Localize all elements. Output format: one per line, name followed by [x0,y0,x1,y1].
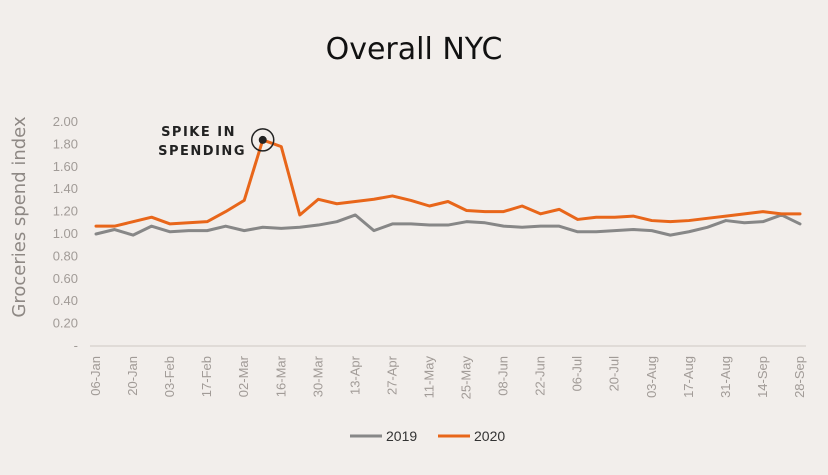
x-tick-label: 25-May [459,356,474,400]
series-line-2020 [94,138,802,228]
x-tick-label: 11-May [421,356,436,399]
x-tick-label: 20-Jul [607,356,622,392]
y-tick-label: 0.40 [53,293,78,308]
x-tick-label: 30-Mar [310,355,325,397]
y-tick-label: 0.20 [53,316,78,331]
y-tick-label: 0.60 [53,271,78,286]
chart-title: Overall NYC [325,32,503,67]
y-tick-label: 1.00 [53,226,78,241]
x-tick-label: 06-Jul [570,356,585,392]
legend-label-2020: 2020 [474,428,505,444]
annotation-ring [250,128,275,152]
legend-label-2019: 2019 [386,428,417,444]
y-tick-label: 0.80 [53,248,78,263]
legend: 2019 2020 [350,428,505,444]
x-tick-label: 17-Feb [199,356,214,397]
x-tick-label: 27-Apr [384,355,399,395]
y-axis-ticks: 2.00 1.80 1.60 1.40 1.20 1.00 0.80 0.60 0.40 0.20… [53,114,78,353]
y-tick-label: 1.60 [53,159,78,174]
x-tick-label: 31-Aug [718,356,733,398]
y-tick-label: - [74,338,78,353]
annotation-line-1: SPIKE IN [161,125,236,140]
x-tick-label: 03-Aug [644,356,659,398]
y-axis-title: Groceries spend index [9,116,30,318]
y-tick-label: 1.20 [53,204,78,219]
spike-annotation: SPIKE IN SPENDING [158,125,275,159]
x-tick-label: 08-Jun [496,356,511,396]
series-line-2019 [94,213,802,237]
x-tick-label: 17-Aug [681,356,696,398]
x-tick-label: 02-Mar [236,355,251,397]
y-tick-label: 1.40 [53,181,78,196]
y-tick-label: 1.80 [53,136,78,151]
annotation-line-2: SPENDING [158,144,246,159]
x-tick-label: 06-Jan [88,356,103,396]
y-tick-label: 2.00 [53,114,78,129]
x-axis-ticks: 06-Jan 20-Jan 03-Feb 17-Feb 02-Mar 16-Mar 30-M… [88,355,807,399]
x-tick-label: 20-Jan [125,356,140,396]
x-tick-label: 28-Sep [792,356,807,398]
x-tick-label: 13-Apr [347,355,362,395]
x-tick-label: 14-Sep [755,356,770,398]
x-tick-label: 16-Mar [273,355,288,397]
annotation-dot [258,135,267,144]
y-axis-title-group: Groceries spend index [9,116,30,318]
series-group [94,138,802,237]
x-tick-label: 03-Feb [162,356,177,397]
x-tick-label: 22-Jun [533,356,548,396]
